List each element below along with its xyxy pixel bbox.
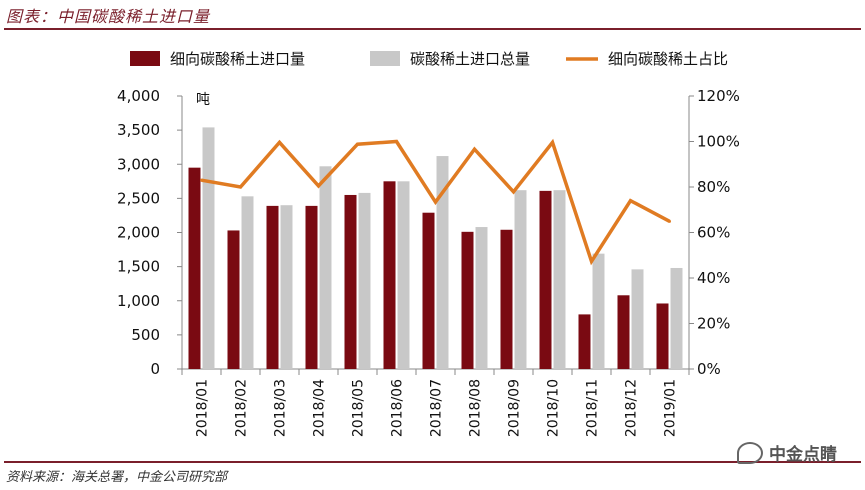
right-tick-label: 20% [697,315,730,333]
ratio-point [278,140,281,144]
x-tick-label: 2018/05 [351,379,367,437]
bar-total-import [436,156,449,369]
bar-total-import [397,181,410,369]
right-tick-label: 0% [697,360,721,378]
bottom-rule [4,461,861,463]
bar-total-import [631,269,644,369]
x-tick-label: 2018/10 [546,379,562,437]
ratio-point [356,142,359,146]
ratio-line [200,138,671,266]
bar-total-import [280,205,293,369]
bar-total-import [358,192,371,369]
x-tick-label: 2018/12 [624,379,640,437]
ratio-point [239,185,242,189]
x-tick-label: 2018/07 [429,379,445,437]
bar-fine-import [539,190,552,369]
bar-fine-import [227,230,240,369]
bar-fine-import [617,295,630,369]
bar-fine-import [266,205,279,369]
x-tick-label: 2018/08 [468,379,484,437]
wechat-icon [737,441,763,464]
right-tick-label: 80% [697,178,730,196]
watermark-text: 中金点睛 [769,445,837,465]
legend-label-total-import: 碳酸稀土进口总量 [410,50,530,68]
bar-total-import [319,166,332,369]
ratio-point [200,178,203,182]
left-tick-label: 3,500 [117,121,160,139]
bar-fine-import [383,181,396,369]
bar-fine-import [305,205,318,369]
x-tick-label: 2019/01 [663,379,679,437]
right-tick-label: 100% [697,133,740,151]
bar-fine-import [578,314,591,369]
left-axis-unit: 吨 [196,92,210,108]
x-tick-label: 2018/11 [585,379,601,437]
x-tick-label: 2018/06 [390,379,406,437]
watermark: 中金点睛 [737,440,837,465]
source-note: 资料来源：海关总署，中金公司研究部 [6,470,228,485]
bar-total-import [514,190,527,369]
ratio-point [551,140,554,144]
right-tick-label: 60% [697,224,730,242]
x-tick-label: 2018/04 [312,379,328,437]
bar-total-import [670,267,683,369]
bar-fine-import [188,167,201,369]
ratio-point [590,259,593,263]
bar-fine-import [656,303,669,369]
left-tick-label: 1,500 [117,258,160,276]
legend-label-fine-import: 细向碳酸稀土进口量 [170,50,305,68]
right-tick-label: 40% [697,269,730,287]
ratio-point [668,219,671,223]
legend-swatch-fine-import [130,51,160,66]
figure-title: 图表：中国碳酸稀土进口量 [6,7,211,26]
left-tick-label: 2,000 [117,224,160,242]
bars [188,127,683,370]
ratio-point [512,190,515,194]
top-rule [4,28,861,30]
bar-total-import [592,253,605,369]
legend-label-ratio: 细向碳酸稀土占比 [608,50,728,68]
x-tick-label: 2018/02 [234,379,250,437]
left-tick-label: 500 [131,326,160,344]
bar-fine-import [500,229,513,369]
bar-fine-import [422,212,435,369]
bar-total-import [202,127,215,370]
left-tick-label: 3,000 [117,155,160,173]
left-tick-label: 2,500 [117,189,160,207]
bar-total-import [475,227,488,369]
ratio-point [473,147,476,151]
bar-total-import [553,190,566,369]
ratio-point [629,199,632,203]
x-tick-label: 2018/01 [195,379,211,437]
left-tick-label: 0 [150,360,160,378]
right-tick-label: 120% [697,87,740,105]
ratio-point [395,140,398,143]
x-tick-label: 2018/03 [273,379,289,437]
bar-fine-import [461,231,474,369]
bar-fine-import [344,194,357,369]
ratio-point [317,184,320,188]
ratio-point [434,200,437,204]
legend: 细向碳酸稀土进口量 碳酸稀土进口总量 细向碳酸稀土占比 [130,50,728,68]
bar-total-import [241,196,254,369]
x-tick-label: 2018/09 [507,379,523,437]
left-tick-label: 1,000 [117,292,160,310]
left-tick-label: 4,000 [117,87,160,105]
legend-swatch-total-import [370,51,400,66]
